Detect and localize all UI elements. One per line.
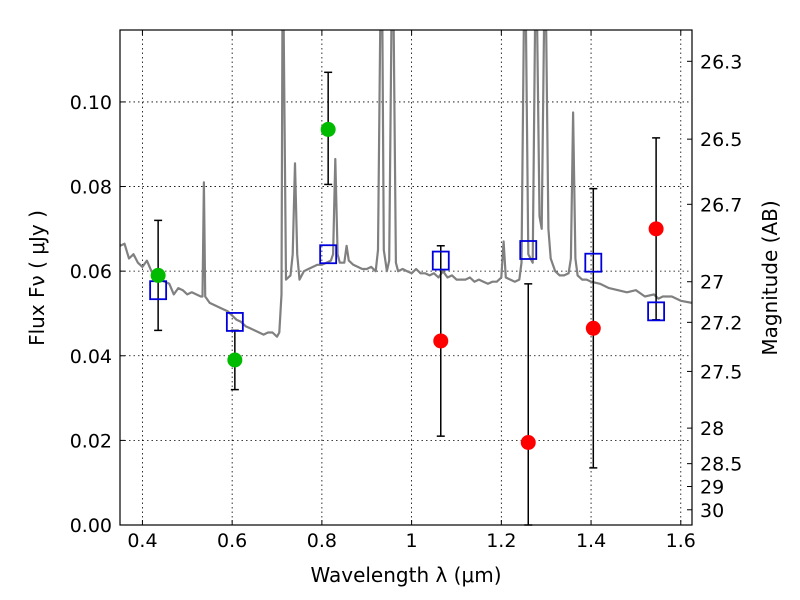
x-tick-label: 0.6	[217, 530, 247, 552]
model-photometry-square	[647, 301, 666, 322]
low-significance-point	[648, 221, 664, 237]
x-tick-label: 0.8	[307, 530, 337, 552]
x-tick-label: 0.4	[127, 530, 157, 552]
axis-ticks: 0.4 0.6 0.8 1 1.2 1.4 1.6 0.00 0.02 0.04 0.06 0.08 0…	[70, 30, 742, 552]
detections-point	[227, 352, 243, 368]
x-axis-title: Wavelength λ (μm)	[310, 563, 501, 587]
model-photometry-square	[431, 250, 450, 271]
model-photometry-square	[519, 240, 538, 260]
mag-tick-label: 26.5	[700, 129, 742, 151]
x-tick-label: 1	[406, 530, 418, 552]
mag-tick-label: 30	[700, 500, 724, 522]
y-axis-right-title: Magnitude (AB)	[758, 200, 782, 355]
y-tick-label: 0.08	[70, 177, 112, 199]
y-tick-label: 0.04	[70, 346, 112, 368]
y-tick-label: 0.06	[70, 261, 112, 283]
x-tick-label: 1.4	[576, 530, 606, 552]
y-tick-label: 0.10	[70, 92, 112, 114]
detections-point	[320, 121, 336, 137]
mag-tick-label: 27	[700, 272, 724, 294]
low-significance-point	[585, 320, 601, 336]
model-photometry-square	[584, 252, 603, 273]
mag-tick-label: 27.5	[700, 361, 742, 383]
model-spectrum-layer	[120, 30, 692, 338]
x-tick-label: 1.2	[486, 530, 516, 552]
mag-tick-label: 26.7	[700, 194, 742, 216]
model-photometry-square	[225, 312, 244, 332]
mag-tick-label: 29	[700, 477, 724, 499]
plot-frame	[119, 29, 693, 526]
mag-tick-label: 26.3	[700, 51, 742, 73]
y-tick-label: 0.02	[70, 430, 112, 452]
model-spectrum-line	[120, 30, 692, 338]
model-photometry-square	[319, 244, 338, 265]
mag-tick-label: 28.5	[700, 454, 742, 476]
detections-point	[150, 267, 166, 283]
low-significance-point	[433, 333, 449, 349]
y-tick-label: 0.00	[70, 515, 112, 537]
low-significance-point	[520, 435, 536, 450]
mag-tick-label: 27.2	[700, 312, 742, 334]
mag-tick-label: 28	[700, 418, 724, 440]
observed-points	[150, 121, 664, 450]
y-axis-title: Flux Fν ( μJy )	[25, 210, 49, 346]
x-tick-label: 1.6	[666, 530, 696, 552]
